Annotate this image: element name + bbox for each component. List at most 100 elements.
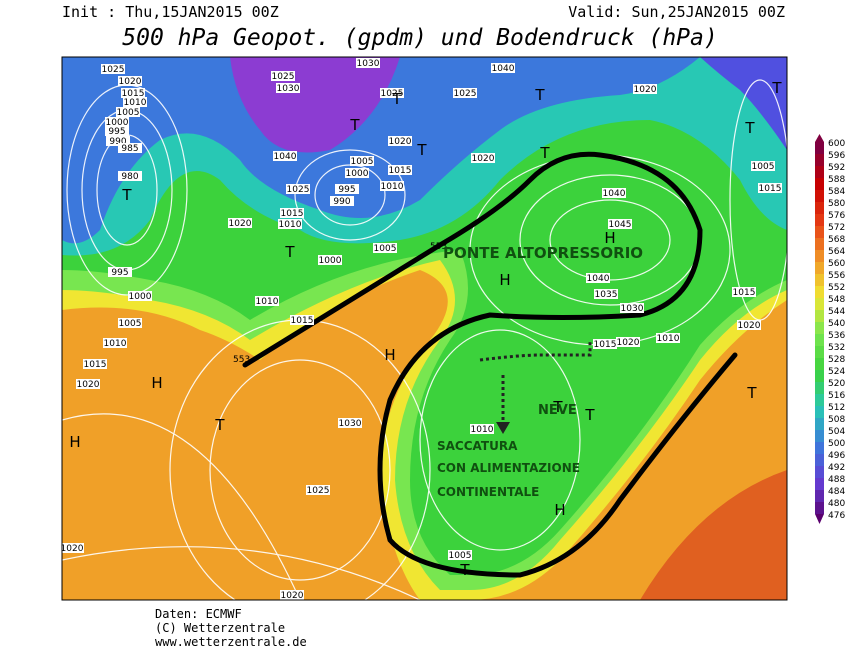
- legend-label: 552: [828, 283, 845, 293]
- isobar-label-bg: [62, 543, 84, 553]
- isobar-label-bg: [380, 88, 404, 98]
- contour-label: 553: [430, 242, 447, 252]
- isobar-label-bg: [76, 379, 100, 389]
- isobar-label: 990: [109, 137, 126, 147]
- isobar-label: 1040: [274, 152, 297, 162]
- isobar-label: 1020: [229, 219, 252, 229]
- legend-arrow-bottom: [815, 514, 824, 524]
- footer-line: (C) Wetterzentrale: [155, 621, 285, 635]
- isobar-label: 1020: [738, 321, 761, 331]
- legend-arrow-top: [815, 134, 824, 142]
- legend-label: 480: [828, 499, 845, 509]
- isobar-label: 1025: [102, 65, 125, 75]
- footer-line: Daten: ECMWF: [155, 607, 242, 621]
- isobar-label: 1040: [587, 274, 610, 284]
- isobar-label-bg: [373, 243, 397, 253]
- isobar-label-bg: [335, 184, 359, 194]
- isobar-label-bg: [616, 337, 640, 347]
- isobar-label: 1000: [129, 292, 152, 302]
- pressure-center: T: [744, 119, 755, 137]
- isobar-label-bg: [318, 255, 342, 265]
- isobar-label-bg: [105, 126, 129, 136]
- isobar-label: 1020: [61, 544, 84, 554]
- legend-swatch: [815, 166, 824, 178]
- legend-label: 576: [828, 211, 845, 221]
- isobar-label-bg: [105, 117, 129, 127]
- isobar-label: 1010: [657, 334, 680, 344]
- isobar-label-bg: [118, 143, 142, 153]
- isobar-label-bg: [121, 88, 145, 98]
- isobar-label: 1005: [117, 108, 140, 118]
- pressure-center: T: [584, 406, 595, 424]
- legend-label: 532: [828, 343, 845, 353]
- legend-label: 596: [828, 151, 845, 161]
- isobar-label: 1010: [279, 220, 302, 230]
- legend-swatch: [815, 154, 824, 166]
- isobar-label-bg: [118, 171, 142, 181]
- isobar-label-bg: [106, 136, 130, 146]
- isobar-label: 1005: [374, 244, 397, 254]
- legend-swatch: [815, 358, 824, 370]
- legend-label: 572: [828, 223, 845, 233]
- isobar-label-bg: [356, 58, 380, 68]
- annotation: NEVE: [538, 403, 577, 418]
- isobar-label: 1045: [609, 220, 632, 230]
- isobar-label: 1020: [634, 85, 657, 95]
- isobar-label-bg: [491, 63, 515, 73]
- isobar-label: 1010: [124, 98, 147, 108]
- legend-swatch: [815, 466, 824, 478]
- isobar-label: 1030: [277, 84, 300, 94]
- isobar-label-bg: [103, 338, 127, 348]
- legend-swatch: [815, 214, 824, 226]
- annotation: CON ALIMENTAZIONE: [437, 461, 580, 475]
- isobar-label-bg: [732, 287, 756, 297]
- legend-label: 496: [828, 451, 845, 461]
- legend-label: 580: [828, 199, 845, 209]
- legend-swatch: [815, 382, 824, 394]
- isobar-label-bg: [608, 219, 632, 229]
- isobar-label: 1020: [389, 137, 412, 147]
- isobar-label-bg: [758, 183, 782, 193]
- legend-swatch: [815, 430, 824, 442]
- isobar-label-bg: [388, 136, 412, 146]
- isobar-label-bg: [751, 161, 775, 171]
- pressure-center: T: [539, 144, 550, 162]
- isobar-label-bg: [306, 485, 330, 495]
- legend-label: 560: [828, 259, 845, 269]
- legend-label: 516: [828, 391, 845, 401]
- isobar-label-bg: [470, 424, 494, 434]
- isobar-label: 990: [333, 197, 350, 207]
- isobar-label-bg: [633, 84, 657, 94]
- pressure-center: H: [69, 433, 80, 451]
- isobar-label: 1015: [594, 340, 617, 350]
- pressure-center: H: [499, 271, 510, 289]
- isobar-label: 980: [121, 172, 138, 182]
- legend-swatch: [815, 442, 824, 454]
- legend-swatch: [815, 490, 824, 502]
- isobar-label: 1015: [389, 166, 412, 176]
- legend-label: 512: [828, 403, 845, 413]
- isobar-label-bg: [594, 289, 618, 299]
- isobar-label: 1000: [346, 169, 369, 179]
- legend-swatch: [815, 370, 824, 382]
- legend-swatch: [815, 238, 824, 250]
- legend-label: 484: [828, 487, 845, 497]
- legend-swatch: [815, 202, 824, 214]
- isobar-label-bg: [350, 156, 374, 166]
- legend-swatch: [815, 274, 824, 286]
- legend-swatch: [815, 322, 824, 334]
- pressure-center: T: [391, 90, 402, 108]
- init-time: Init : Thu,15JAN2015 00Z: [62, 3, 279, 21]
- isobar-label: 995: [108, 127, 125, 137]
- isobar-label-bg: [380, 181, 404, 191]
- isobar-label: 1015: [122, 89, 145, 99]
- isobar-label-bg: [280, 208, 304, 218]
- isobar-label: 1020: [281, 591, 304, 601]
- legend-label: 520: [828, 379, 845, 389]
- legend-label: 600: [828, 139, 845, 149]
- isobar-label: 1020: [472, 154, 495, 164]
- isobar-label: 1015: [281, 209, 304, 219]
- isobar-label: 1010: [471, 425, 494, 435]
- isobar-label: 1015: [733, 288, 756, 298]
